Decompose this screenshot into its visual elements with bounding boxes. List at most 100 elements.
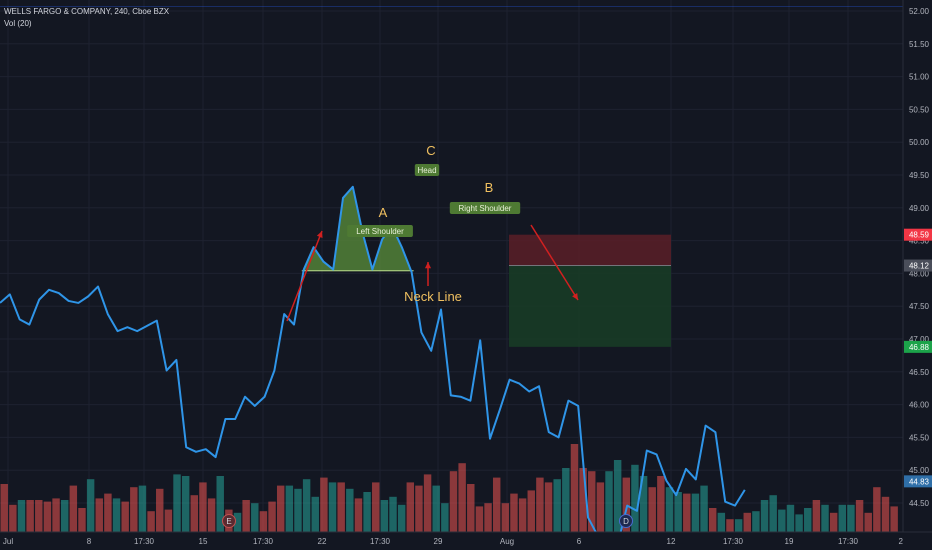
volume-bar bbox=[207, 498, 216, 532]
volume-bar bbox=[138, 485, 147, 532]
time-tick-label: 12 bbox=[667, 537, 676, 546]
volume-bar bbox=[311, 496, 319, 532]
volume-bar bbox=[346, 488, 354, 532]
time-tick-label: 17:30 bbox=[253, 537, 274, 546]
downtrend-arrow bbox=[530, 224, 579, 301]
time-tick-label: 15 bbox=[199, 537, 208, 546]
time-tick-label: 17:30 bbox=[723, 537, 744, 546]
volume-bar bbox=[665, 487, 674, 532]
chart-header: WELLS FARGO & COMPANY, 240, Cboe BZX Vol… bbox=[4, 6, 169, 30]
stop-price-tag-bg bbox=[904, 228, 932, 241]
left-shoulder-label-bg bbox=[347, 225, 413, 237]
time-tick-label: 17:30 bbox=[134, 537, 155, 546]
volume-bar bbox=[432, 485, 440, 532]
volume-bar bbox=[397, 504, 406, 532]
price-axis[interactable] bbox=[903, 0, 932, 550]
point-a-label: A bbox=[379, 205, 388, 220]
event-marker-e[interactable] bbox=[222, 514, 236, 528]
price-tick-label: 49.00 bbox=[909, 204, 930, 213]
volume-bar bbox=[415, 485, 423, 532]
target-price-tag-bg bbox=[904, 340, 932, 353]
volume-bar bbox=[873, 487, 881, 532]
volume-bar bbox=[86, 479, 95, 532]
volume-bar bbox=[199, 482, 207, 532]
volume-bar bbox=[726, 519, 734, 532]
last-price-tag: 44.83 bbox=[909, 477, 930, 486]
price-tick-label: 47.50 bbox=[909, 302, 930, 311]
head-label: Head bbox=[417, 166, 436, 175]
time-tick-label: 6 bbox=[577, 537, 582, 546]
volume-bar bbox=[501, 503, 510, 532]
volume-bar bbox=[829, 512, 838, 532]
volume-bar bbox=[276, 485, 285, 532]
volume-bar bbox=[60, 500, 69, 532]
uptrend-arrow bbox=[286, 230, 323, 322]
volume-bar bbox=[130, 487, 138, 532]
volume-bar bbox=[622, 477, 631, 532]
time-tick-label: 29 bbox=[434, 537, 443, 546]
volume-bar bbox=[251, 503, 259, 532]
volume-bar bbox=[596, 482, 605, 532]
volume-bar bbox=[804, 508, 812, 532]
volume-bar bbox=[363, 492, 371, 532]
stop-loss-zone bbox=[509, 234, 671, 266]
price-tick-label: 44.50 bbox=[909, 499, 930, 508]
price-tick-label: 46.50 bbox=[909, 368, 930, 377]
volume-bar bbox=[441, 503, 449, 532]
event-marker-d[interactable] bbox=[619, 514, 633, 528]
event-marker-label: E bbox=[226, 517, 231, 526]
volume-bar bbox=[752, 511, 760, 532]
volume-bar bbox=[700, 485, 708, 532]
time-tick-label: 2 bbox=[899, 537, 904, 546]
neckline-arrow-head bbox=[424, 262, 432, 269]
volume-bar bbox=[734, 519, 743, 532]
time-tick-label: 19 bbox=[785, 537, 794, 546]
volume-bar bbox=[26, 500, 34, 532]
volume-bar bbox=[881, 496, 890, 532]
volume-bar bbox=[389, 496, 397, 532]
volume-bar bbox=[812, 500, 821, 532]
volume-bar bbox=[121, 501, 129, 532]
volume-bar bbox=[0, 484, 8, 532]
volume-bar bbox=[657, 476, 665, 532]
point-b-label: B bbox=[485, 180, 494, 195]
time-tick-label: 17:30 bbox=[370, 537, 391, 546]
target-price-tag: 46.88 bbox=[909, 343, 930, 352]
volume-indicator-label: Vol (20) bbox=[4, 19, 32, 28]
price-tick-label: 48.00 bbox=[909, 269, 930, 278]
last-price-tag-bg bbox=[904, 475, 932, 488]
volume-bar bbox=[536, 477, 544, 532]
volume-bar bbox=[795, 514, 803, 532]
price-tick-label: 46.00 bbox=[909, 401, 930, 410]
entry-price-tag-bg bbox=[904, 259, 932, 272]
volume-bar bbox=[864, 512, 872, 532]
time-tick-label: Jul bbox=[3, 537, 13, 546]
volume-bar bbox=[562, 468, 570, 532]
volume-bar bbox=[406, 482, 415, 532]
volume-bar bbox=[458, 463, 466, 532]
time-tick-label: 8 bbox=[87, 537, 92, 546]
volume-bar bbox=[17, 500, 26, 532]
volume-bar bbox=[328, 482, 337, 532]
volume-bar bbox=[9, 504, 17, 532]
volume-bar bbox=[648, 487, 656, 532]
price-tick-label: 52.00 bbox=[909, 7, 930, 16]
volume-bar bbox=[769, 495, 777, 532]
time-axis[interactable] bbox=[0, 532, 932, 550]
volume-bar bbox=[372, 482, 380, 532]
volume-bar bbox=[294, 488, 302, 532]
volume-bar bbox=[743, 512, 751, 532]
volume-bar bbox=[233, 512, 242, 532]
volume-bar bbox=[510, 493, 518, 532]
volume-bar bbox=[639, 476, 648, 532]
volume-bar bbox=[605, 471, 613, 532]
volume-bar bbox=[691, 493, 700, 532]
volume-bar bbox=[95, 498, 103, 532]
volume-bar bbox=[847, 504, 855, 532]
volume-bar bbox=[302, 479, 311, 532]
volume-bar bbox=[674, 492, 682, 532]
symbol-title: WELLS FARGO & COMPANY, 240, Cboe BZX bbox=[4, 7, 170, 16]
volume-bar bbox=[320, 477, 328, 532]
